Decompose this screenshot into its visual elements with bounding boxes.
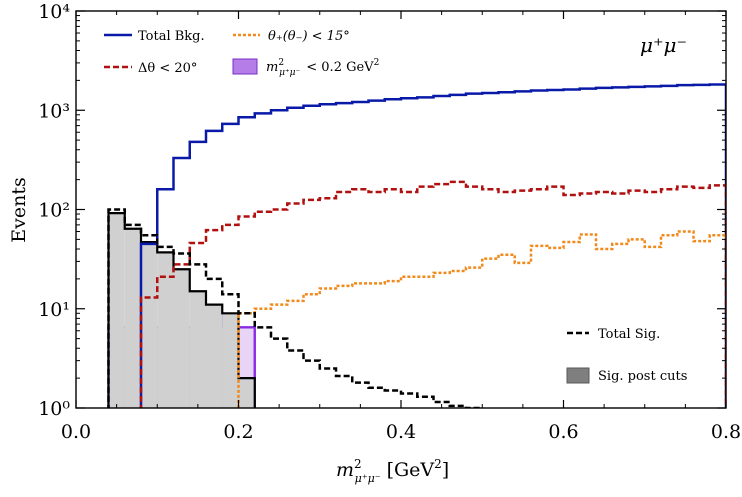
legend-swatch-sig-post-cuts xyxy=(566,367,590,384)
bar-sig-post-cuts xyxy=(206,304,223,408)
series-20 xyxy=(139,180,726,408)
series-total-sig xyxy=(107,208,484,408)
series-15 xyxy=(237,230,726,408)
channel-annotation: μ⁺μ⁻ xyxy=(640,33,687,57)
x-tick-label: 0.0 xyxy=(61,421,91,443)
line-15 xyxy=(237,230,726,408)
x-tick-label: 0.6 xyxy=(548,421,578,443)
series-total-bkg xyxy=(139,83,726,408)
x-axis-title-close: ] xyxy=(442,459,449,481)
legend-bottom: Total Sig. Sig. post cuts xyxy=(566,327,687,384)
x-axis-title-m: m xyxy=(336,459,354,481)
series-layer xyxy=(107,83,726,408)
x-tick-label: 0.8 xyxy=(711,421,741,443)
bar-sig-post-cuts xyxy=(238,378,255,408)
legend-swatch-mass-cut xyxy=(232,58,258,75)
x-axis-title: m2 μ⁺μ⁻ [GeV2] xyxy=(336,457,449,485)
y-tick-label: 10⁰ xyxy=(38,398,70,420)
y-tick-label: 10⁴ xyxy=(38,1,70,23)
legend-label-mass-cut: m2 μ⁺μ⁻ < 0.2 GeV2 xyxy=(266,58,379,78)
bar-sig-post-cuts xyxy=(222,313,239,408)
legend-label-sig-post-cuts: Sig. post cuts xyxy=(598,369,687,384)
y-tick-label: 10¹ xyxy=(38,299,70,321)
legend-label-delta-theta: Δθ < 20° xyxy=(138,61,197,76)
bar-sig-post-cuts xyxy=(124,228,141,408)
bar-sig-post-cuts xyxy=(189,291,206,408)
ticks-layer: 0.0 0.2 0.4 0.6 0.8 10⁰ 10¹ 10² 10³ 10⁴ xyxy=(38,1,741,443)
y-axis-title: Events xyxy=(8,177,30,242)
x-axis-title-unit: [GeV xyxy=(387,459,435,481)
x-axis-title-unit-sup: 2 xyxy=(434,457,442,471)
line-total-bkg xyxy=(139,83,726,408)
legend-top: Total Bkg. θ₊(θ₋) < 15° Δθ < 20° m2 μ⁺μ⁻ <… xyxy=(104,29,379,78)
bar-sig-post-cuts xyxy=(108,213,125,408)
legend-label-total-bkg: Total Bkg. xyxy=(138,29,205,44)
x-tick-label: 0.2 xyxy=(223,421,253,443)
legend-label-theta-cut: θ₊(θ₋) < 15° xyxy=(268,29,350,44)
x-axis-title-sup: 2 xyxy=(354,457,362,471)
line-total-sig xyxy=(107,208,484,408)
bar-sig-post-cuts xyxy=(157,252,174,408)
x-tick-label: 0.4 xyxy=(386,421,416,443)
legend-label-total-sig: Total Sig. xyxy=(598,327,660,342)
y-tick-label: 10³ xyxy=(38,100,70,122)
series-sig-post-cuts xyxy=(107,211,256,408)
x-axis-title-sub: μ⁺μ⁻ xyxy=(355,472,381,485)
y-tick-label: 10² xyxy=(38,200,70,222)
line-20 xyxy=(139,180,726,408)
bar-sig-post-cuts xyxy=(141,242,158,408)
bar-sig-post-cuts xyxy=(173,269,190,408)
outline-sig-post-cuts xyxy=(107,211,256,408)
